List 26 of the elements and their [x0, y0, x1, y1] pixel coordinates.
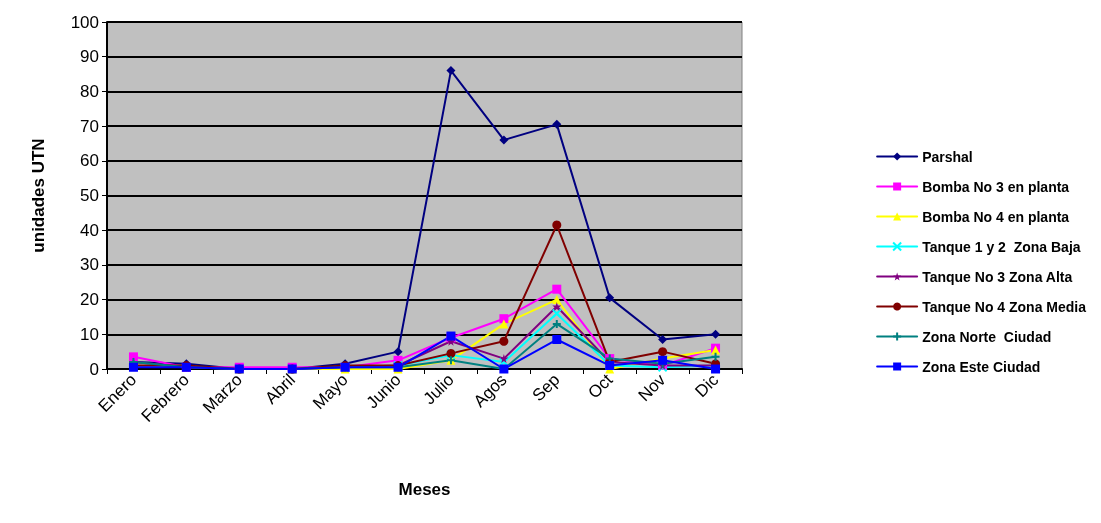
x-tick-label: Sep — [528, 370, 564, 406]
legend-label: Tanque 1 y 2 Zona Baja — [922, 238, 1081, 255]
y-tick-label: 40 — [80, 220, 99, 240]
legend-label: Tanque No 3 Zona Alta — [922, 268, 1073, 285]
y-tick-label: 30 — [80, 255, 99, 275]
x-tick-label: Nov — [634, 369, 670, 406]
x-tick-label: Dic — [691, 369, 723, 402]
y-tick-label: 0 — [89, 359, 99, 379]
legend-label: Parshal — [922, 148, 973, 165]
y-tick-label: 10 — [80, 324, 99, 344]
y-tick-label: 60 — [80, 151, 99, 171]
x-tick-label: Oct — [584, 370, 617, 403]
legend-label: Zona Este Ciudad — [922, 358, 1041, 375]
y-tick-label: 90 — [80, 47, 99, 67]
y-tick-label: 70 — [80, 116, 99, 136]
x-axis-title: Meses — [398, 480, 451, 499]
y-tick-label: 100 — [70, 12, 99, 32]
y-tick-label: 80 — [80, 81, 99, 101]
legend-label: Tanque No 4 Zona Media — [922, 298, 1087, 315]
y-tick-label: 20 — [80, 290, 99, 310]
y-tick-label: 50 — [80, 186, 99, 205]
legend-label: Bomba No 4 en planta — [922, 208, 1070, 225]
x-tick-label: Julio — [419, 370, 458, 409]
y-axis-title: unidades UTN — [29, 138, 48, 253]
legend-label: Zona Norte Ciudad — [922, 328, 1052, 345]
legend-label: Bomba No 3 en planta — [922, 178, 1070, 195]
